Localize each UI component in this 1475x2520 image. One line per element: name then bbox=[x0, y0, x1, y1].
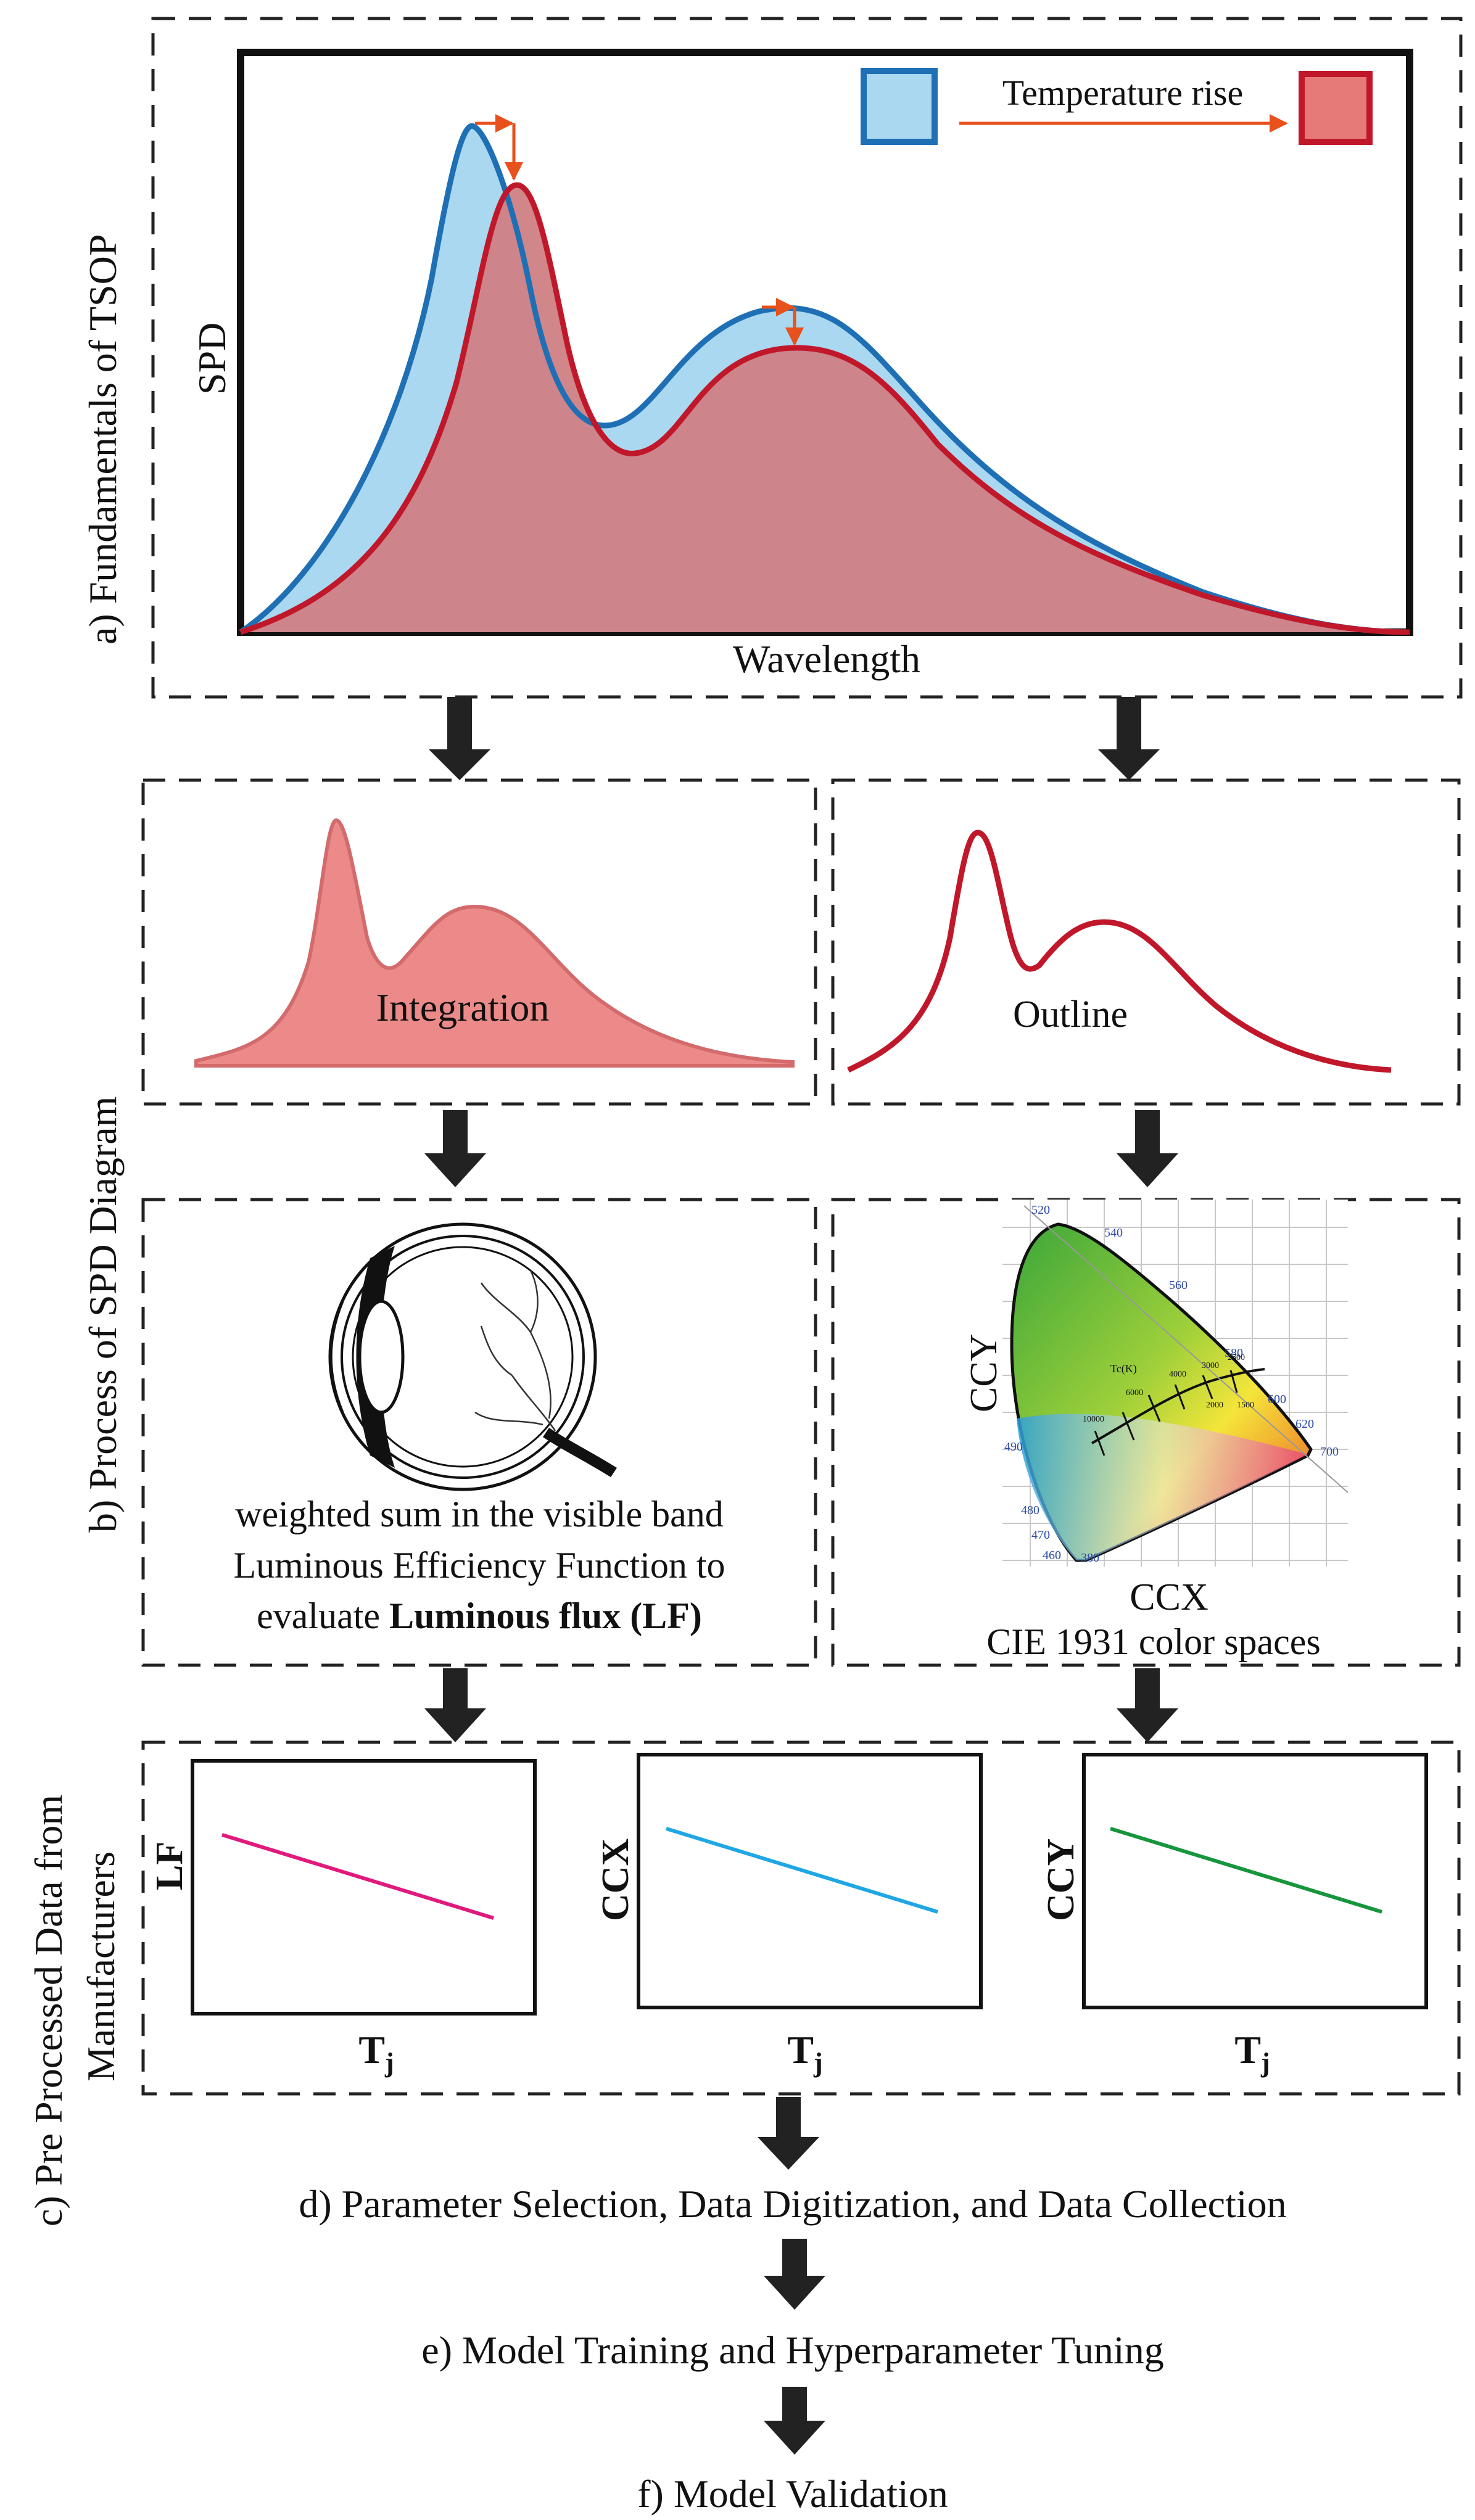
ccx-vs-tj-plot: CCX Tj bbox=[595, 1753, 983, 2078]
step-f: f) Model Validation bbox=[637, 2472, 948, 2516]
lf-plot-xlabel: Tj bbox=[358, 2028, 394, 2078]
isotemperature-lines bbox=[1094, 1370, 1238, 1456]
arrow-d-to-e bbox=[764, 2239, 825, 2310]
step-d: d) Parameter Selection, Data Digitizatio… bbox=[299, 2182, 1286, 2226]
cie-box bbox=[831, 1198, 1461, 1667]
ccy-vs-tj-plot: CCY Tj bbox=[1040, 1753, 1428, 2078]
ccx-plot-frame bbox=[637, 1753, 983, 2009]
cie-wl-380: 380 bbox=[1081, 1551, 1099, 1565]
cie-wl-560: 560 bbox=[1169, 1279, 1188, 1292]
cie-wl-540: 540 bbox=[1104, 1226, 1123, 1240]
spd-before-outline bbox=[239, 123, 1410, 635]
section-c-dashed-border bbox=[141, 1740, 1461, 2096]
cie-wavelength-labels: 520 540 560 580 600 620 700 490 480 470 … bbox=[1004, 1203, 1339, 1565]
lf-plot-frame bbox=[191, 1759, 537, 2016]
cie-temp-1500: 1500 bbox=[1237, 1401, 1254, 1410]
legend-before-swatch bbox=[861, 68, 938, 145]
ccy-plot-xlabel-main: T bbox=[1234, 2028, 1261, 2072]
step-e: e) Model Training and Hyperparameter Tun… bbox=[421, 2328, 1163, 2372]
section-a-dashed-border bbox=[151, 17, 1463, 699]
lf-text-line3-bold: Luminous flux (LF) bbox=[389, 1596, 702, 1636]
cie-chart: 520 540 560 580 600 620 700 490 480 470 … bbox=[1002, 1200, 1349, 1567]
section-c-label-line1: c) Pre Processed Data from bbox=[27, 1795, 70, 2226]
cie-wl-520: 520 bbox=[1031, 1203, 1050, 1217]
cie-xlabel: CCX bbox=[1130, 1576, 1208, 1618]
cie-wl-470: 470 bbox=[1031, 1528, 1050, 1542]
ccx-trend-line bbox=[666, 1827, 938, 1914]
cie-wl-480: 480 bbox=[1021, 1504, 1039, 1517]
cie-wl-580: 580 bbox=[1225, 1346, 1243, 1360]
cie-tc-label: Tc(K) bbox=[1110, 1362, 1137, 1375]
outline-curve bbox=[847, 830, 1392, 1073]
lf-plot-ylabel: LF bbox=[149, 1842, 191, 1890]
lf-plot-xlabel-sub: j bbox=[384, 2048, 394, 2078]
cie-temp-10000: 10000 bbox=[1083, 1415, 1104, 1424]
steps: d) Parameter Selection, Data Digitizatio… bbox=[299, 2097, 1287, 2516]
arrow-outline-to-cie bbox=[1117, 1110, 1178, 1187]
section-a-label: a) Fundamentals of TSOP bbox=[81, 234, 125, 644]
cie-wl-620: 620 bbox=[1295, 1417, 1314, 1431]
arrow-e-to-f bbox=[764, 2387, 825, 2455]
lf-vs-tj-plot: LF Tj bbox=[149, 1759, 537, 2078]
cie-diagonal-line bbox=[1023, 1205, 1349, 1493]
section-b: b) Process of SPD Diagram Integration Ou… bbox=[81, 778, 1461, 1667]
legend-after-swatch bbox=[1299, 71, 1373, 145]
integration-box bbox=[141, 778, 817, 1106]
spd-axis-label: SPD bbox=[190, 323, 234, 395]
ccy-plot-xlabel: Tj bbox=[1234, 2028, 1270, 2078]
outline-label: Outline bbox=[1013, 994, 1128, 1036]
lf-trend-line bbox=[221, 1833, 494, 1920]
ccy-plot-frame bbox=[1082, 1753, 1428, 2009]
ccy-plot-xlabel-sub: j bbox=[1260, 2048, 1270, 2078]
cie-caption: CIE 1931 color spaces bbox=[986, 1621, 1321, 1662]
arrow-integration-to-lf bbox=[424, 1110, 486, 1187]
integration-label: Integration bbox=[376, 986, 550, 1029]
cie-wl-700: 700 bbox=[1320, 1445, 1339, 1459]
ccy-plot-ylabel: CCY bbox=[1040, 1839, 1082, 1921]
cie-temp-6000: 6000 bbox=[1126, 1388, 1143, 1398]
section-c: c) Pre Processed Data from Manufacturers… bbox=[27, 1740, 1461, 2226]
cie-temperature-labels: Tc(K) 10000 6000 4000 3000 2500 2000 150… bbox=[1083, 1353, 1254, 1424]
legend-text: Temperature rise bbox=[1002, 73, 1243, 113]
integration-area bbox=[194, 818, 795, 1068]
arrow-a-to-integration bbox=[429, 697, 490, 780]
arrow-cie-to-c bbox=[1117, 1668, 1178, 1742]
cie-wl-460: 460 bbox=[1043, 1549, 1061, 1562]
cie-gamut-lower bbox=[1017, 1414, 1308, 1560]
section-b-label: b) Process of SPD Diagram bbox=[81, 1097, 125, 1533]
ccx-plot-xlabel-main: T bbox=[787, 2028, 814, 2072]
cie-temp-2000: 2000 bbox=[1206, 1401, 1223, 1410]
spd-after-outline bbox=[239, 182, 1410, 635]
section-a: a) Fundamentals of TSOP SPD Wavelength T… bbox=[81, 17, 1463, 699]
lf-text-line3: evaluate Luminous flux (LF) bbox=[257, 1596, 702, 1636]
outline-box bbox=[831, 778, 1461, 1106]
cie-temp-3000: 3000 bbox=[1202, 1361, 1219, 1370]
eye-icon bbox=[328, 1222, 617, 1491]
ccy-trend-line bbox=[1110, 1827, 1382, 1914]
wavelength-axis-label: Wavelength bbox=[733, 637, 920, 681]
luminous-flux-box bbox=[141, 1198, 817, 1667]
lf-text-line2: Luminous Efficiency Function to bbox=[233, 1545, 725, 1586]
planckian-locus bbox=[1091, 1368, 1265, 1444]
section-c-label-line2: Manufacturers bbox=[79, 1851, 123, 2081]
cie-temp-2500: 2500 bbox=[1228, 1353, 1245, 1362]
lf-plot-xlabel-main: T bbox=[358, 2028, 385, 2072]
arrow-lf-to-c bbox=[424, 1668, 486, 1742]
ccx-plot-ylabel: CCX bbox=[595, 1838, 637, 1921]
ccx-plot-xlabel: Tj bbox=[787, 2028, 822, 2078]
cie-wl-600: 600 bbox=[1268, 1393, 1286, 1406]
arrow-c-to-d bbox=[758, 2097, 819, 2170]
cie-wl-490: 490 bbox=[1004, 1440, 1023, 1454]
cie-temp-4000: 4000 bbox=[1169, 1370, 1186, 1379]
lf-text-line1: weighted sum in the visible band bbox=[235, 1494, 724, 1534]
cie-ylabel: CCY bbox=[963, 1334, 1005, 1412]
ccx-plot-xlabel-sub: j bbox=[813, 2048, 823, 2078]
arrows-a-to-b bbox=[429, 697, 1160, 780]
lf-text-line3-prefix: evaluate bbox=[257, 1596, 389, 1636]
arrow-a-to-outline bbox=[1098, 697, 1160, 780]
